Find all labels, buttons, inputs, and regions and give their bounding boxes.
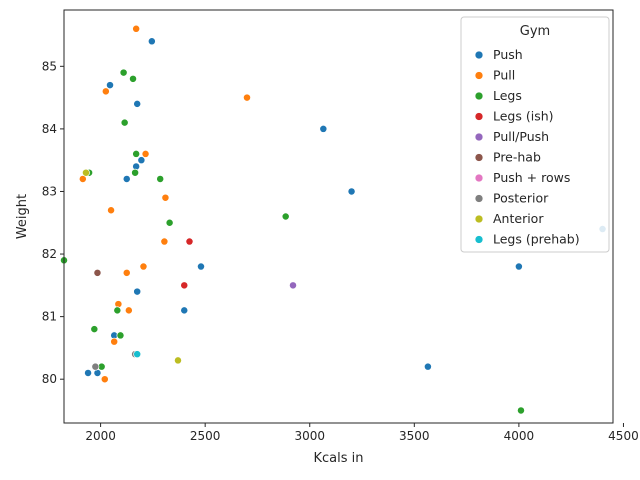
data-point — [133, 287, 142, 296]
data-point — [243, 93, 251, 102]
data-point — [147, 37, 156, 46]
data-point — [161, 193, 170, 202]
legend-entry: Push + rows — [493, 170, 570, 185]
data-point — [132, 149, 141, 158]
data-point — [141, 149, 150, 158]
x-tick-label: 4500 — [608, 429, 639, 443]
y-tick-label: 81 — [42, 310, 57, 324]
legend-marker — [474, 153, 484, 162]
y-tick-label: 85 — [42, 59, 57, 73]
x-axis-label: Kcals in — [313, 451, 363, 466]
data-point — [107, 206, 116, 215]
legend-marker — [474, 71, 484, 80]
legend-marker — [474, 50, 484, 60]
legend-entry: Anterior — [493, 211, 544, 226]
legend-entry: Pull — [493, 68, 515, 83]
legend-marker — [474, 112, 484, 121]
legend-entry: Pre-hab — [493, 150, 541, 165]
data-point — [180, 281, 189, 290]
legend-entry: Pull/Push — [493, 129, 549, 144]
data-point — [319, 124, 328, 133]
data-point — [82, 168, 90, 177]
data-point — [156, 175, 165, 183]
data-point — [517, 406, 525, 415]
legend-entry: Legs (ish) — [493, 109, 554, 124]
x-tick-label: 4000 — [504, 429, 535, 443]
data-point — [165, 218, 174, 227]
legend-marker — [474, 194, 484, 203]
y-tick-label: 83 — [42, 184, 57, 198]
data-point — [93, 268, 102, 277]
data-point — [281, 212, 290, 221]
data-point — [110, 337, 119, 346]
data-point — [78, 175, 87, 183]
data-point — [139, 262, 148, 271]
y-tick-label: 82 — [42, 247, 57, 261]
data-point — [132, 24, 141, 33]
legend-marker — [474, 214, 484, 224]
data-point — [100, 375, 109, 384]
data-point — [116, 331, 125, 340]
data-point — [122, 175, 131, 183]
data-point — [122, 268, 131, 277]
x-tick-label: 3500 — [399, 429, 430, 443]
data-point — [133, 99, 142, 108]
y-axis-label: Weight — [15, 194, 30, 239]
data-point — [423, 362, 432, 371]
data-point — [91, 362, 100, 371]
data-point — [106, 81, 114, 90]
legend: Gym Push Pull Legs Legs (ish) Pull/Push Pre-h… — [460, 16, 610, 253]
legend-marker — [474, 91, 484, 101]
data-point — [289, 281, 297, 290]
data-point — [197, 262, 205, 271]
data-point — [347, 187, 356, 196]
data-point — [120, 118, 129, 127]
data-point — [174, 356, 182, 365]
legend-title: Gym — [520, 24, 550, 39]
legend-entry: Legs (prehab) — [493, 232, 580, 247]
data-point — [180, 306, 189, 315]
data-point — [84, 368, 93, 377]
data-point — [90, 325, 99, 334]
data-point — [101, 87, 110, 96]
y-tick-label: 80 — [42, 372, 57, 386]
data-points — [60, 24, 607, 415]
axis-ticks: 2000 2500 3000 3500 4000 4500 80 81 82 83 84 85 — [42, 59, 639, 443]
data-point — [137, 156, 146, 165]
legend-entry: Push — [493, 47, 523, 62]
data-point — [113, 306, 122, 315]
x-tick-label: 2500 — [190, 429, 221, 443]
plot-frame — [63, 9, 614, 424]
data-point — [119, 68, 128, 77]
legend-marker — [474, 173, 484, 183]
legend-marker — [474, 132, 484, 142]
data-point — [129, 74, 137, 83]
legend-entry: Legs — [493, 88, 522, 103]
x-tick-label: 3000 — [294, 429, 325, 443]
data-point — [514, 262, 523, 271]
data-point — [124, 306, 133, 315]
data-point — [133, 350, 142, 359]
legend-marker — [474, 235, 484, 244]
data-point — [185, 237, 194, 246]
legend-entry: Posterior — [493, 191, 549, 206]
x-tick-label: 2000 — [85, 429, 116, 443]
data-point — [160, 237, 169, 246]
y-tick-label: 84 — [42, 122, 57, 136]
data-point — [131, 168, 140, 177]
legend-box — [460, 16, 610, 253]
